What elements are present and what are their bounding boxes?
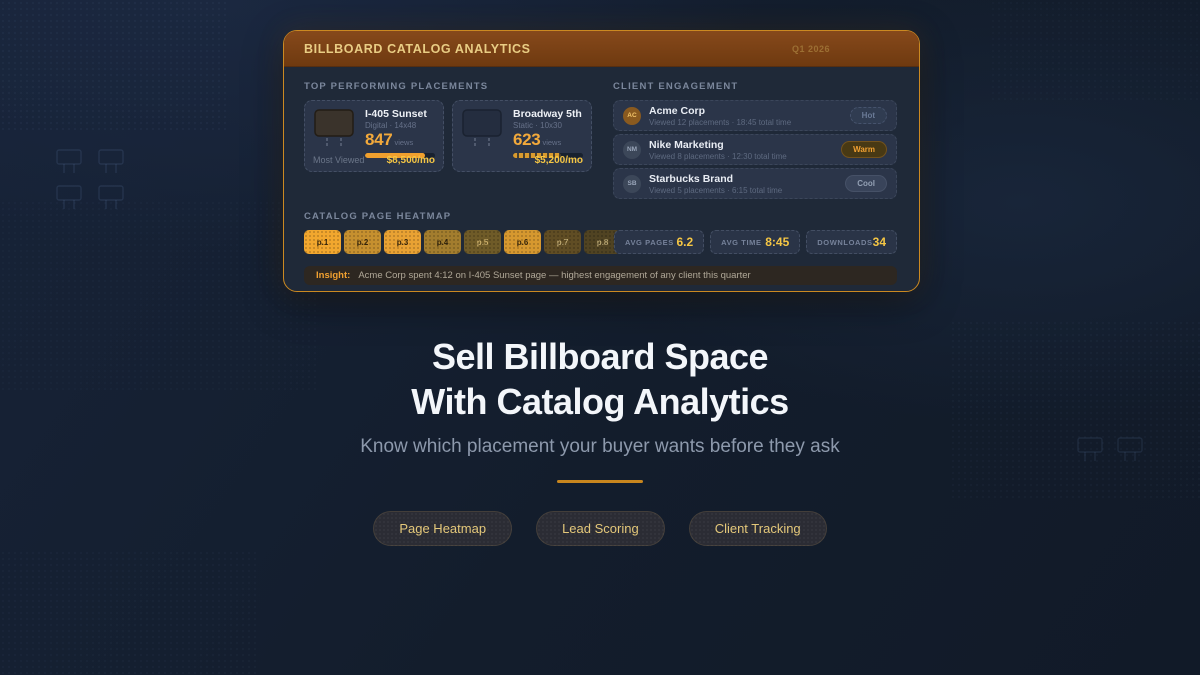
heatmap-section-label: CATALOG PAGE HEATMAP xyxy=(304,211,452,222)
views-progress-track xyxy=(365,153,435,158)
heatmap-cell[interactable]: p.7 xyxy=(544,230,581,254)
billboard-icon xyxy=(313,108,357,158)
placements-section-label: TOP PERFORMING PLACEMENTS xyxy=(304,81,489,92)
lead-temperature-badge: Cool xyxy=(845,175,887,192)
billboard-outline-icon xyxy=(1117,437,1143,461)
heatmap-cell[interactable]: p.6 xyxy=(504,230,541,254)
client-row[interactable]: SB Starbucks Brand Viewed 5 placements ·… xyxy=(613,168,897,199)
dashboard-header: BILLBOARD CATALOG ANALYTICS Q1 2026 xyxy=(284,31,919,67)
client-detail: Viewed 8 placements · 12:30 total time xyxy=(649,151,787,161)
lead-temperature-badge: Hot xyxy=(849,107,887,124)
billboard-outline-decoration xyxy=(55,148,127,210)
views-progress-fill xyxy=(513,153,561,158)
billboard-outline-icon xyxy=(56,149,82,173)
billboard-icon xyxy=(461,108,505,158)
accent-divider xyxy=(557,480,643,483)
insight-label: Insight: xyxy=(316,270,351,281)
engagement-section-label: CLIENT ENGAGEMENT xyxy=(613,81,739,92)
insight-bar: Insight: Acme Corp spent 4:12 on I-405 S… xyxy=(304,266,897,285)
placement-spec: Static · 10x30 xyxy=(513,121,562,130)
placement-name: I-405 Sunset xyxy=(365,108,427,120)
avatar: AC xyxy=(623,106,641,125)
hero-section: Sell Billboard Space With Catalog Analyt… xyxy=(0,334,1200,546)
placement-views-value: 847 xyxy=(365,130,393,149)
placement-cards: I-405 Sunset Digital · 14x48 847 views xyxy=(304,100,600,172)
heatmap-cell[interactable]: p.2 xyxy=(344,230,381,254)
hero-headline-line1: Sell Billboard Space xyxy=(431,336,769,377)
heatmap-section: CATALOG PAGE HEATMAP p.1 p.2 p.3 p.4 p.5… xyxy=(304,211,626,254)
heatmap-cell[interactable]: p.1 xyxy=(304,230,341,254)
billboard-outline-icon xyxy=(98,185,124,209)
hero-headline-line2: With Catalog Analytics xyxy=(411,381,789,422)
lead-temperature-badge: Warm xyxy=(841,141,887,158)
placement-views-unit: views xyxy=(542,138,562,147)
placement-name: Broadway 5th xyxy=(513,108,582,120)
placement-card[interactable]: Broadway 5th Static · 10x30 623 views xyxy=(452,100,592,172)
heatmap-cells: p.1 p.2 p.3 p.4 p.5 p.6 p.7 p.8 xyxy=(304,230,626,254)
stat-value: 34 xyxy=(872,235,887,249)
client-detail: Viewed 12 placements · 18:45 total time xyxy=(649,117,792,127)
stat-box: DOWNLOADS 34 xyxy=(806,230,898,254)
stat-box: AVG PAGES 6.2 xyxy=(614,230,705,254)
dashboard-title: BILLBOARD CATALOG ANALYTICS xyxy=(304,41,531,56)
client-row[interactable]: NM Nike Marketing Viewed 8 placements · … xyxy=(613,134,897,165)
stat-value: 8:45 xyxy=(765,235,790,249)
stat-label: DOWNLOADS xyxy=(817,237,873,247)
client-name: Nike Marketing xyxy=(649,138,724,151)
billboard-outline-icon xyxy=(98,149,124,173)
client-name: Starbucks Brand xyxy=(649,172,734,185)
dot-texture xyxy=(990,0,1200,100)
heatmap-cell[interactable]: p.5 xyxy=(464,230,501,254)
views-progress-track xyxy=(513,153,583,158)
heatmap-cell[interactable]: p.3 xyxy=(384,230,421,254)
stat-box: AVG TIME 8:45 xyxy=(710,230,801,254)
client-list: AC Acme Corp Viewed 12 placements · 18:4… xyxy=(613,100,897,199)
avatar: SB xyxy=(623,174,641,193)
stat-label: AVG PAGES xyxy=(625,237,674,247)
views-progress-fill xyxy=(365,153,425,158)
placement-spec: Digital · 14x48 xyxy=(365,121,417,130)
insight-text: Acme Corp spent 4:12 on I-405 Sunset pag… xyxy=(358,270,751,281)
dashboard-body: TOP PERFORMING PLACEMENTS xyxy=(284,67,919,285)
placements-section: TOP PERFORMING PLACEMENTS xyxy=(304,81,600,199)
placement-price: $8,500/mo xyxy=(386,155,435,166)
billboard-outline-icon xyxy=(56,185,82,209)
summary-stats: AVG PAGES 6.2 AVG TIME 8:45 DOWNLOADS 34 xyxy=(614,230,898,254)
stat-label: AVG TIME xyxy=(721,237,762,247)
stat-value: 6.2 xyxy=(676,235,694,249)
feature-pill[interactable]: Lead Scoring xyxy=(536,511,665,546)
feature-pill[interactable]: Page Heatmap xyxy=(373,511,513,546)
hero-headline: Sell Billboard Space With Catalog Analyt… xyxy=(0,334,1200,424)
analytics-dashboard-card: BILLBOARD CATALOG ANALYTICS Q1 2026 TOP … xyxy=(283,30,920,292)
dashboard-period: Q1 2026 xyxy=(792,43,831,54)
placement-card[interactable]: I-405 Sunset Digital · 14x48 847 views xyxy=(304,100,444,172)
feature-pills: Page Heatmap Lead Scoring Client Trackin… xyxy=(0,511,1200,546)
placement-views-unit: views xyxy=(394,138,414,147)
heatmap-cell[interactable]: p.4 xyxy=(424,230,461,254)
client-row[interactable]: AC Acme Corp Viewed 12 placements · 18:4… xyxy=(613,100,897,131)
dot-texture xyxy=(0,0,230,130)
placement-views-value: 623 xyxy=(513,130,541,149)
hero-subtitle: Know which placement your buyer wants be… xyxy=(360,436,840,457)
placement-price: $5,200/mo xyxy=(534,155,583,166)
avatar: NM xyxy=(623,140,641,159)
feature-pill[interactable]: Client Tracking xyxy=(688,511,827,546)
client-detail: Viewed 5 placements · 6:15 total time xyxy=(649,185,783,195)
dot-texture xyxy=(0,550,260,675)
billboard-outline-decoration xyxy=(1076,436,1146,462)
engagement-section: CLIENT ENGAGEMENT AC Acme Corp Viewed 12… xyxy=(613,81,897,199)
billboard-outline-icon xyxy=(1077,437,1103,461)
client-name: Acme Corp xyxy=(649,104,706,117)
placement-footnote: Most Viewed xyxy=(313,155,365,165)
